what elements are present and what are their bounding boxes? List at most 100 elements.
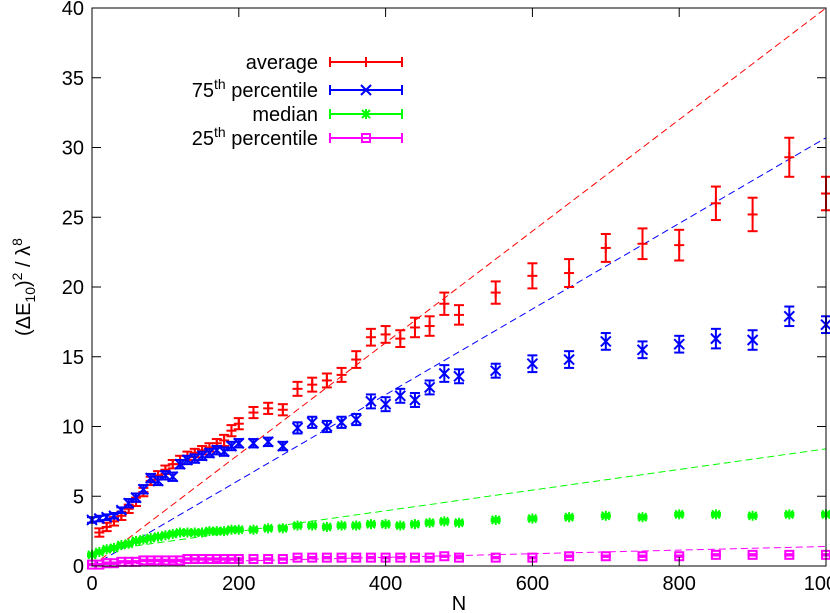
- data-point: [394, 387, 406, 404]
- data-point: [219, 433, 230, 448]
- marker: [674, 509, 684, 520]
- marker: [454, 518, 464, 528]
- marker: [784, 549, 795, 560]
- data-point: [167, 471, 179, 483]
- marker: [263, 554, 274, 565]
- marker: [351, 552, 362, 563]
- axis-ticks: 0 200 400 600 800 1000 0 5 10 15 20 25 30 35 40: [62, 0, 830, 595]
- marker: [710, 549, 721, 560]
- marker: [335, 416, 348, 429]
- marker: [394, 390, 406, 402]
- data-point: [292, 552, 303, 563]
- legend-label-sup: th: [214, 76, 226, 92]
- marker: [336, 552, 347, 563]
- data-point: [233, 437, 245, 449]
- marker: [360, 84, 372, 96]
- marker: [361, 109, 371, 119]
- marker: [277, 554, 288, 565]
- data-point: [409, 316, 420, 339]
- data-point: [454, 552, 464, 563]
- data-point: [783, 305, 796, 328]
- marker: [204, 526, 215, 536]
- data-point: [263, 554, 274, 565]
- data-point: [336, 366, 347, 383]
- data-point: [292, 380, 303, 397]
- marker: [262, 436, 274, 448]
- data-point: [747, 196, 758, 233]
- data-point: [564, 512, 575, 523]
- y-axis-label: (ΔE10)2 / λ8: [9, 238, 38, 336]
- x-axis-label: N: [452, 593, 466, 613]
- data-point: [277, 554, 288, 565]
- data-point: [453, 368, 465, 385]
- legend-label-text: percentile: [226, 80, 318, 102]
- marker: [424, 552, 435, 563]
- marker: [637, 551, 648, 562]
- data-point: [637, 551, 648, 562]
- marker: [527, 513, 538, 524]
- data-point: [174, 458, 186, 470]
- data-point: [527, 262, 538, 290]
- legend-label-sup: th: [214, 124, 226, 140]
- data-point: [365, 393, 377, 410]
- marker: [564, 512, 574, 522]
- marker: [181, 454, 194, 466]
- data-point: [248, 554, 259, 565]
- x-tick-label: 200: [222, 573, 255, 595]
- marker: [410, 519, 420, 529]
- data-point: [380, 325, 391, 344]
- marker: [636, 344, 649, 356]
- marker: [137, 483, 150, 495]
- data-point: [747, 510, 758, 521]
- data-point: [637, 512, 648, 523]
- data-point: [233, 524, 244, 535]
- marker: [167, 471, 179, 483]
- data-point: [189, 452, 201, 465]
- marker: [711, 509, 721, 520]
- data-point: [490, 280, 501, 305]
- marker: [438, 367, 451, 380]
- legend-label: 25th percentile: [192, 124, 318, 150]
- data-point: [439, 291, 450, 316]
- legend-label: median: [252, 104, 318, 126]
- marker: [395, 520, 405, 531]
- data-point: [248, 524, 259, 535]
- marker: [233, 437, 245, 449]
- data-point: [395, 329, 406, 348]
- data-point: [784, 509, 795, 520]
- data-point: [454, 517, 464, 528]
- data-point: [350, 412, 362, 427]
- marker: [336, 520, 347, 531]
- marker: [409, 552, 420, 563]
- y-axis-label-sup1: 2: [9, 272, 25, 280]
- data-point: [336, 552, 347, 563]
- data-point: [262, 436, 274, 448]
- data-point: [489, 362, 502, 379]
- y-tick-label: 25: [62, 207, 84, 229]
- data-point: [203, 447, 216, 459]
- marker: [277, 440, 289, 452]
- marker: [196, 450, 208, 462]
- marker: [247, 437, 260, 449]
- marker: [350, 413, 362, 426]
- data-point: [307, 552, 318, 563]
- data-point: [277, 403, 288, 417]
- marker: [234, 525, 244, 535]
- marker: [526, 358, 539, 370]
- marker: [152, 475, 164, 487]
- marker: [322, 522, 332, 532]
- y-axis-label-sup2: 8: [9, 238, 25, 246]
- data-point: [277, 440, 289, 452]
- y-tick-label: 35: [62, 68, 84, 90]
- data-point: [527, 513, 538, 524]
- marker: [380, 519, 391, 529]
- data-point: [351, 350, 362, 369]
- data-point: [307, 520, 318, 531]
- data-point: [784, 549, 795, 560]
- x-tick-label: 400: [369, 573, 402, 595]
- data-point: [424, 315, 435, 337]
- data-point: [710, 549, 721, 560]
- series-1: [86, 305, 830, 526]
- data-point: [395, 520, 406, 531]
- data-point: [321, 521, 332, 532]
